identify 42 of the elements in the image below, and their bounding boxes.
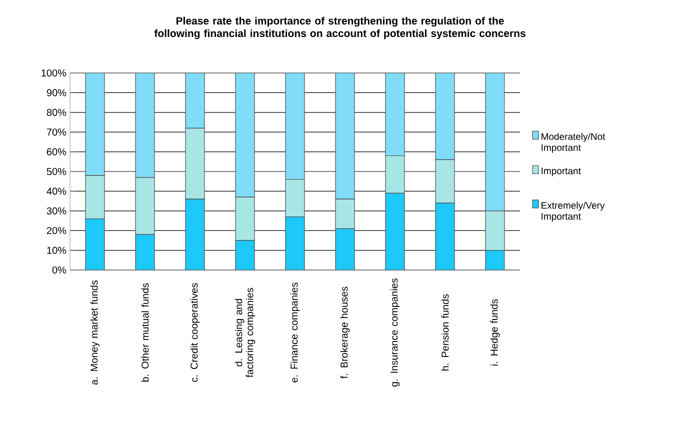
y-tick-label: 30% [46, 207, 66, 214]
legend-label: Extremely/Very Important [542, 202, 605, 222]
bar [235, 240, 255, 270]
bar [485, 250, 505, 270]
x-tick-label: c. Credit cooperatives [190, 283, 200, 382]
x-tick-label: i. Hedge funds [490, 299, 500, 366]
x-tick-label: e. Finance companies [290, 282, 300, 382]
y-tick-label: 40% [46, 188, 66, 195]
y-tick-label: 100% [42, 69, 66, 77]
bar [285, 73, 305, 180]
chart-title: Please rate the importance of strengthening the regulation of the following financial institutions on account of potential systemic concerns [154, 16, 526, 40]
bar [435, 202, 455, 270]
y-tick-label: 0% [52, 266, 66, 274]
x-tick-label: a. Money market funds [90, 280, 100, 385]
y-tick-label: 50% [46, 168, 66, 176]
x-tick-label: b. Other mutual funds [141, 283, 149, 382]
bar [85, 73, 105, 176]
y-tick-label: 10% [47, 246, 66, 254]
bar [85, 218, 105, 270]
y-tick-label: 80% [46, 108, 66, 116]
bar [285, 216, 305, 270]
bar [335, 73, 355, 200]
x-tick-label: g. Insurance companies [390, 278, 400, 387]
bar [135, 73, 155, 178]
bar [235, 73, 255, 198]
x-tick-label: d. Leasing and factoring companies [234, 288, 256, 378]
bar [135, 234, 155, 270]
y-tick-label: 90% [46, 89, 66, 96]
legend-label: Important [542, 168, 581, 176]
y-tick-label: 60% [46, 148, 66, 156]
y-tick-label: 70% [46, 128, 66, 136]
legend-label: Moderately/Not Important [542, 132, 606, 153]
bar [385, 192, 405, 270]
y-tick-label: 20% [46, 227, 66, 234]
x-tick-label: f. Brokerage houses [340, 286, 350, 379]
bar [485, 73, 505, 212]
bar [435, 73, 455, 160]
x-tick-label: h. Pension funds [441, 294, 449, 370]
bar [385, 73, 405, 156]
bar [335, 228, 355, 270]
bar [185, 73, 205, 128]
bar [185, 198, 205, 270]
